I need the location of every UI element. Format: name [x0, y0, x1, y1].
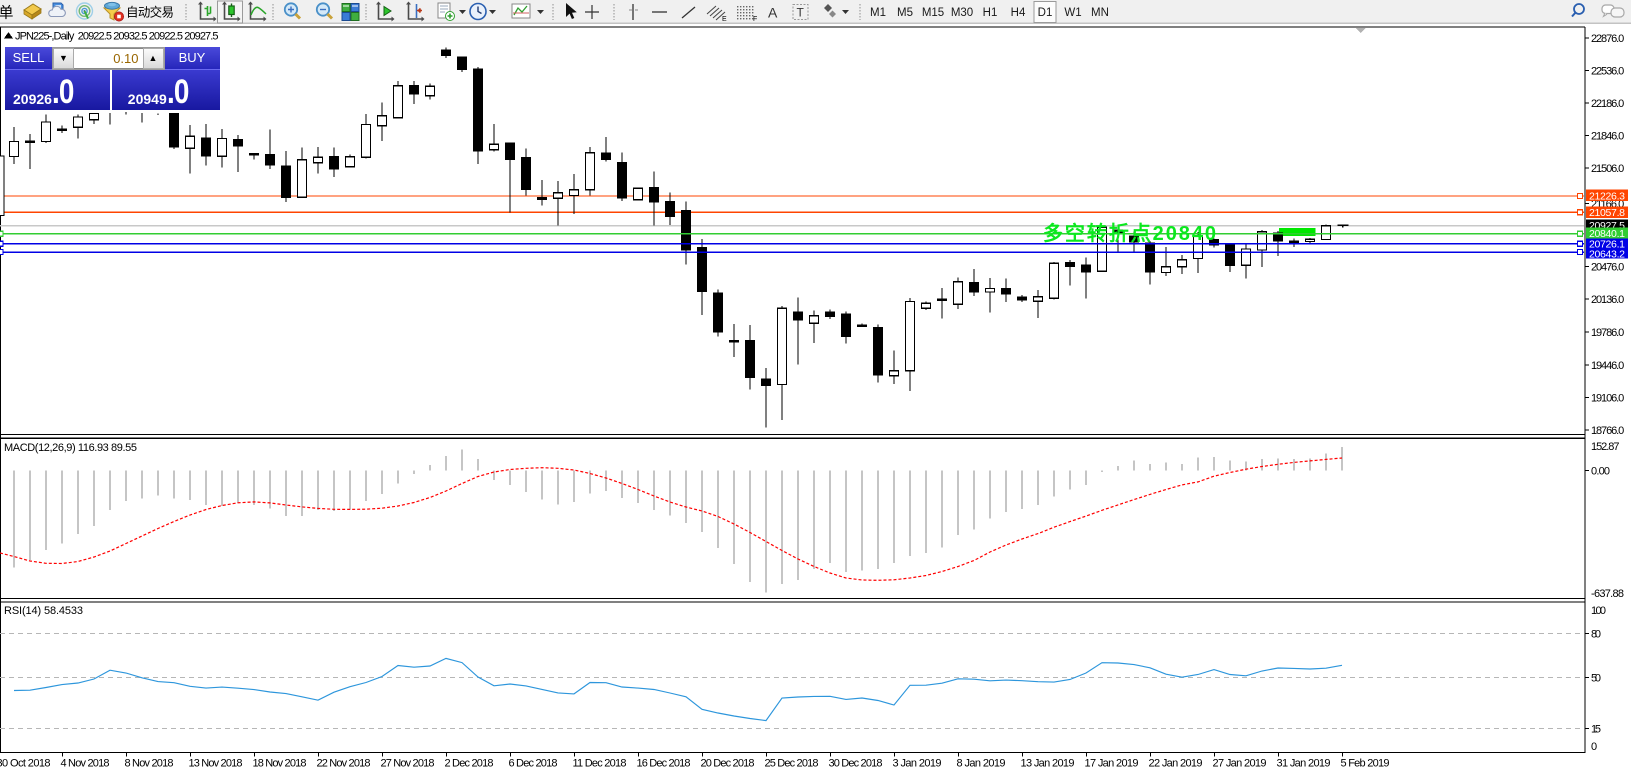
svg-text:M30: M30: [951, 7, 973, 19]
svg-text:8 Nov 2018: 8 Nov 2018: [125, 758, 174, 770]
svg-text:27 Nov 2018: 27 Nov 2018: [381, 758, 435, 770]
svg-text:21846.0: 21846.0: [1591, 131, 1624, 143]
svg-text:A: A: [768, 5, 778, 21]
svg-text:80: 80: [1591, 629, 1601, 641]
svg-text:17 Jan 2019: 17 Jan 2019: [1085, 758, 1139, 770]
svg-text:22876.0: 22876.0: [1591, 33, 1624, 45]
svg-text:16 Dec 2018: 16 Dec 2018: [637, 758, 691, 770]
svg-text:20726.1: 20726.1: [1589, 238, 1625, 250]
svg-text:22 Nov 2018: 22 Nov 2018: [317, 758, 371, 770]
svg-text:19106.0: 19106.0: [1591, 393, 1624, 405]
svg-text:JPN225-,Daily 20922.5 20932.5: JPN225-,Daily 20922.5 20932.5 20922.5 20…: [15, 31, 219, 43]
svg-text:18 Nov 2018: 18 Nov 2018: [253, 758, 307, 770]
svg-text:MACD(12,26,9) 116.93 89.55: MACD(12,26,9) 116.93 89.55: [4, 442, 137, 454]
svg-text:RSI(14) 58.4533: RSI(14) 58.4533: [4, 605, 83, 617]
svg-text:M5: M5: [897, 7, 913, 19]
svg-text:3 Jan 2019: 3 Jan 2019: [893, 758, 942, 770]
svg-text:21226.3: 21226.3: [1589, 190, 1625, 202]
svg-text:E: E: [722, 16, 727, 23]
svg-text:50: 50: [1591, 673, 1601, 685]
svg-text:152.87: 152.87: [1591, 441, 1620, 453]
svg-text:H4: H4: [1011, 7, 1026, 19]
svg-text:100: 100: [1591, 605, 1606, 617]
svg-text:22536.0: 22536.0: [1591, 65, 1624, 77]
svg-text:22 Jan 2019: 22 Jan 2019: [1149, 758, 1203, 770]
svg-text:19786.0: 19786.0: [1591, 327, 1624, 339]
svg-text:M15: M15: [922, 7, 944, 19]
svg-text:H1: H1: [983, 7, 998, 19]
svg-text:13 Jan 2019: 13 Jan 2019: [1021, 758, 1075, 770]
svg-text:单: 单: [0, 5, 14, 22]
svg-text:22186.0: 22186.0: [1591, 98, 1624, 110]
svg-text:4 Nov 2018: 4 Nov 2018: [61, 758, 110, 770]
svg-text:MN: MN: [1091, 7, 1109, 19]
svg-text:11 Dec 2018: 11 Dec 2018: [573, 758, 627, 770]
svg-text:-637.88: -637.88: [1591, 588, 1624, 600]
svg-text:D1: D1: [1038, 7, 1053, 19]
svg-text:30 Dec 2018: 30 Dec 2018: [829, 758, 883, 770]
svg-text:0: 0: [1591, 741, 1597, 753]
svg-text:15: 15: [1591, 724, 1601, 736]
svg-text:8 Jan 2019: 8 Jan 2019: [957, 758, 1006, 770]
svg-text:T: T: [797, 6, 805, 20]
svg-text:W1: W1: [1064, 7, 1081, 19]
svg-text:30 Oct 2018: 30 Oct 2018: [0, 758, 51, 770]
svg-text:自动交易: 自动交易: [126, 5, 174, 20]
svg-text:2 Dec 2018: 2 Dec 2018: [445, 758, 494, 770]
svg-text:20 Dec 2018: 20 Dec 2018: [701, 758, 755, 770]
svg-text:20476.0: 20476.0: [1591, 262, 1624, 274]
svg-text:6 Dec 2018: 6 Dec 2018: [509, 758, 558, 770]
svg-text:25 Dec 2018: 25 Dec 2018: [765, 758, 819, 770]
svg-text:21057.8: 21057.8: [1589, 207, 1625, 219]
svg-text:0.00: 0.00: [1591, 466, 1610, 478]
svg-text:M1: M1: [870, 7, 886, 19]
svg-text:20840.1: 20840.1: [1589, 228, 1625, 240]
svg-text:13 Nov 2018: 13 Nov 2018: [189, 758, 243, 770]
svg-text:18766.0: 18766.0: [1591, 425, 1624, 437]
svg-text:F: F: [753, 16, 757, 23]
svg-text:21506.0: 21506.0: [1591, 163, 1624, 175]
svg-text:20643.2: 20643.2: [1589, 248, 1625, 260]
svg-text:19446.0: 19446.0: [1591, 360, 1624, 372]
svg-text:5 Feb 2019: 5 Feb 2019: [1341, 758, 1390, 770]
svg-text:27 Jan 2019: 27 Jan 2019: [1213, 758, 1267, 770]
svg-text:31 Jan 2019: 31 Jan 2019: [1277, 758, 1331, 770]
svg-text:20136.0: 20136.0: [1591, 294, 1624, 306]
